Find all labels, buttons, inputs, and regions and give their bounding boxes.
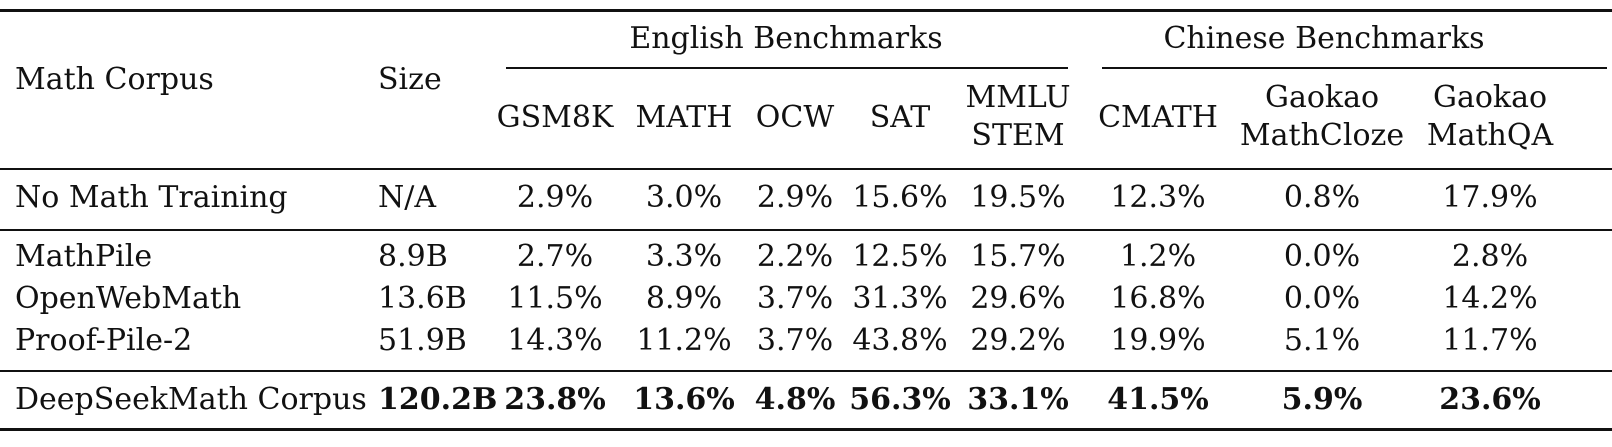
corpus-header: Math Corpus (15, 62, 214, 97)
table-cell: 2.2% (756, 239, 834, 274)
row-name: OpenWebMath (15, 281, 242, 316)
table-cell: 2.9% (756, 180, 834, 215)
table-cell: 29.6% (970, 281, 1066, 316)
table-cell: 3.3% (645, 239, 723, 274)
table-cell: 17.9% (1442, 180, 1538, 215)
table-cell: 1.2% (1119, 239, 1197, 274)
col-header-mmlu-stem-line1: MMLU (965, 80, 1071, 115)
table-cell: 23.8% (504, 382, 606, 417)
english-benchmarks-header: English Benchmarks (629, 21, 943, 56)
col-header-gaokao-mathqa-line1: Gaokao (1432, 80, 1548, 115)
table-cell: 3.7% (756, 323, 834, 358)
row-name: MathPile (15, 239, 153, 274)
table-cell: 11.7% (1442, 323, 1538, 358)
table-cell: 2.7% (516, 239, 594, 274)
table-cell: 14.2% (1442, 281, 1538, 316)
row-size: 120.2B (378, 382, 498, 417)
table-cell: 23.6% (1439, 382, 1541, 417)
table-cell: 31.3% (852, 281, 948, 316)
table-cell: 2.9% (516, 180, 594, 215)
table-cell: 5.1% (1283, 323, 1361, 358)
table-cell: 8.9% (645, 281, 723, 316)
table-cell: 19.5% (970, 180, 1066, 215)
row-size: 13.6B (378, 281, 467, 316)
col-header-gaokao-mathcloze-line2: MathCloze (1239, 118, 1405, 153)
table-cell: 0.8% (1283, 180, 1361, 215)
col-header-gsm8k: GSM8K (496, 100, 614, 135)
table-cell: 3.7% (756, 281, 834, 316)
table-cell: 13.6% (633, 382, 735, 417)
col-header-ocw: OCW (755, 100, 835, 135)
row-size: N/A (378, 180, 437, 215)
table-cell: 33.1% (967, 382, 1069, 417)
row-name: DeepSeekMath Corpus (15, 382, 367, 417)
size-header: Size (378, 62, 442, 97)
header-rule (0, 168, 1612, 170)
top-rule (0, 9, 1612, 12)
table-cell: 11.5% (507, 281, 603, 316)
chinese-group-rule (1102, 67, 1607, 69)
row-name: No Math Training (15, 180, 288, 215)
col-header-mmlu-stem-line2: STEM (971, 118, 1065, 153)
section-rule-2 (0, 370, 1612, 372)
col-header-sat: SAT (869, 100, 931, 135)
table-cell: 43.8% (852, 323, 948, 358)
col-header-gaokao-mathcloze-line1: Gaokao (1264, 80, 1380, 115)
section-rule-1 (0, 229, 1612, 231)
table-cell: 4.8% (754, 382, 836, 417)
table-cell: 15.6% (852, 180, 948, 215)
table-cell: 56.3% (849, 382, 951, 417)
row-name: Proof-Pile-2 (15, 323, 193, 358)
table-cell: 0.0% (1283, 239, 1361, 274)
col-header-math: MATH (635, 100, 733, 135)
table-cell: 15.7% (970, 239, 1066, 274)
row-size: 8.9B (378, 239, 448, 274)
english-group-rule (506, 67, 1068, 69)
table-cell: 29.2% (970, 323, 1066, 358)
col-header-cmath: CMATH (1098, 100, 1218, 135)
table-cell: 14.3% (507, 323, 603, 358)
table-cell: 3.0% (645, 180, 723, 215)
row-size: 51.9B (378, 323, 467, 358)
table-cell: 12.3% (1110, 180, 1206, 215)
bottom-rule (0, 428, 1612, 431)
col-header-gaokao-mathqa-line2: MathQA (1426, 118, 1554, 153)
table-cell: 41.5% (1107, 382, 1209, 417)
table-cell: 0.0% (1283, 281, 1361, 316)
table-cell: 16.8% (1110, 281, 1206, 316)
chinese-benchmarks-header: Chinese Benchmarks (1163, 21, 1485, 56)
table-cell: 19.9% (1110, 323, 1206, 358)
table-cell: 2.8% (1451, 239, 1529, 274)
table-cell: 11.2% (636, 323, 732, 358)
table-cell: 5.9% (1281, 382, 1363, 417)
table-cell: 12.5% (852, 239, 948, 274)
